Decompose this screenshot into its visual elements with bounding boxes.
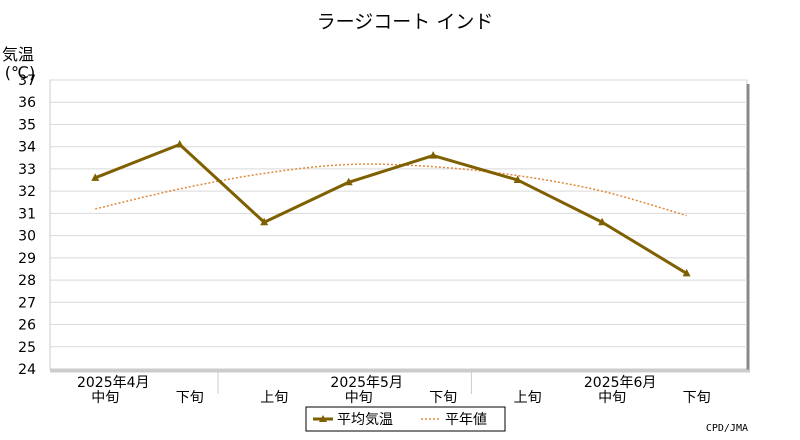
y-tick-label: 37 xyxy=(18,73,36,89)
x-tick-label: 上旬 xyxy=(260,390,288,406)
series-line-normal xyxy=(95,163,687,217)
series-line-average xyxy=(94,142,688,275)
x-tick-label: 中旬 xyxy=(598,390,626,406)
x-tick-label: 上旬 xyxy=(514,390,542,406)
data-point xyxy=(175,139,184,148)
y-tick-labels: 24 25 26 27 28 29 30 31 32 33 34 35 36 37 xyxy=(18,73,36,378)
legend-box xyxy=(305,406,506,432)
grid-lines xyxy=(50,79,747,348)
y-tick-label: 25 xyxy=(18,340,36,356)
y-tick-label: 33 xyxy=(18,162,36,178)
data-point xyxy=(429,151,438,159)
y-tick-label: 32 xyxy=(18,184,36,200)
data-point xyxy=(513,175,522,184)
month-label: 2025年6月 xyxy=(584,375,657,391)
y-tick-label: 24 xyxy=(18,362,36,378)
y-tick-label: 34 xyxy=(18,140,36,156)
y-tick-label: 35 xyxy=(18,117,36,133)
data-point xyxy=(260,217,269,226)
data-point xyxy=(344,177,353,186)
y-tick-label: 28 xyxy=(18,273,36,289)
y-tick-label: 26 xyxy=(18,318,36,334)
y-axis-unit: (℃) xyxy=(5,63,35,82)
y-tick-label: 29 xyxy=(18,251,36,267)
data-point xyxy=(598,217,607,226)
x-tick-label: 中旬 xyxy=(345,390,373,406)
x-tick-label: 下旬 xyxy=(176,390,204,406)
x-tick-label: 下旬 xyxy=(429,390,457,406)
y-tick-label: 27 xyxy=(18,295,36,311)
y-tick-label: 31 xyxy=(18,206,36,222)
legend-label-normal: 平年値 xyxy=(445,412,487,428)
month-label: 2025年5月 xyxy=(330,375,403,391)
plot-area xyxy=(49,79,748,370)
y-tick-label: 30 xyxy=(18,229,36,245)
x-tick-labels: 中旬 下旬 上旬 中旬 下旬 上旬 中旬 下旬 2025年4月 2025年5月 2025年6月 xyxy=(77,372,711,406)
credit-text: CPD/JMA xyxy=(706,423,748,434)
x-tick-label: 中旬 xyxy=(91,390,119,406)
legend-marker-average xyxy=(319,415,327,422)
legend: 平均気温 平年値 xyxy=(305,406,506,432)
y-tick-label: 36 xyxy=(18,95,36,111)
month-label: 2025年4月 xyxy=(77,375,150,391)
legend-label-average: 平均気温 xyxy=(337,412,393,428)
data-point xyxy=(91,173,100,181)
y-axis-title: 気温 xyxy=(2,45,34,64)
data-point xyxy=(682,268,691,277)
chart-title: ラージコート インド xyxy=(317,11,494,33)
series-layer xyxy=(91,139,691,277)
x-tick-label: 下旬 xyxy=(683,390,711,406)
